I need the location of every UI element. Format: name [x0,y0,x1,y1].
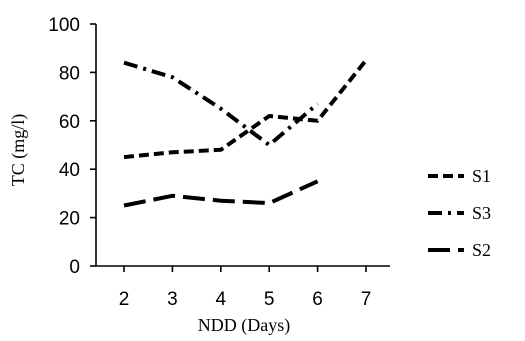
legend-label-s3: S3 [472,203,491,223]
legend-label-s1: S1 [472,166,491,186]
series-lines [123,59,368,208]
x-axis-title: NDD (Days) [198,315,290,336]
x-tick-label: 3 [167,289,178,310]
y-tick-label: 0 [69,257,80,278]
x-tick-label: 5 [264,289,275,310]
y-tick-label: 40 [59,160,80,181]
y-tick-label: 60 [59,112,80,133]
x-tick-label: 2 [119,289,130,310]
legend: S1 S3 S2 [428,166,491,260]
x-tick-label: 6 [312,289,323,310]
y-tick-label: 80 [59,63,80,84]
x-tick-label: 4 [216,289,227,310]
x-tick-label: 7 [361,289,372,310]
y-tick-label: 100 [48,15,80,36]
y-axis-title: TC (mg/l) [8,114,29,187]
series-line-s3 [123,60,319,147]
x-axis-ticks: 2 3 4 5 6 7 [119,266,372,310]
series-line-s2 [123,179,319,208]
legend-label-s2: S2 [472,240,491,260]
y-axis-ticks: 0 20 40 60 80 100 [48,15,96,278]
y-tick-label: 20 [59,209,80,230]
series-line-s1 [123,59,368,160]
